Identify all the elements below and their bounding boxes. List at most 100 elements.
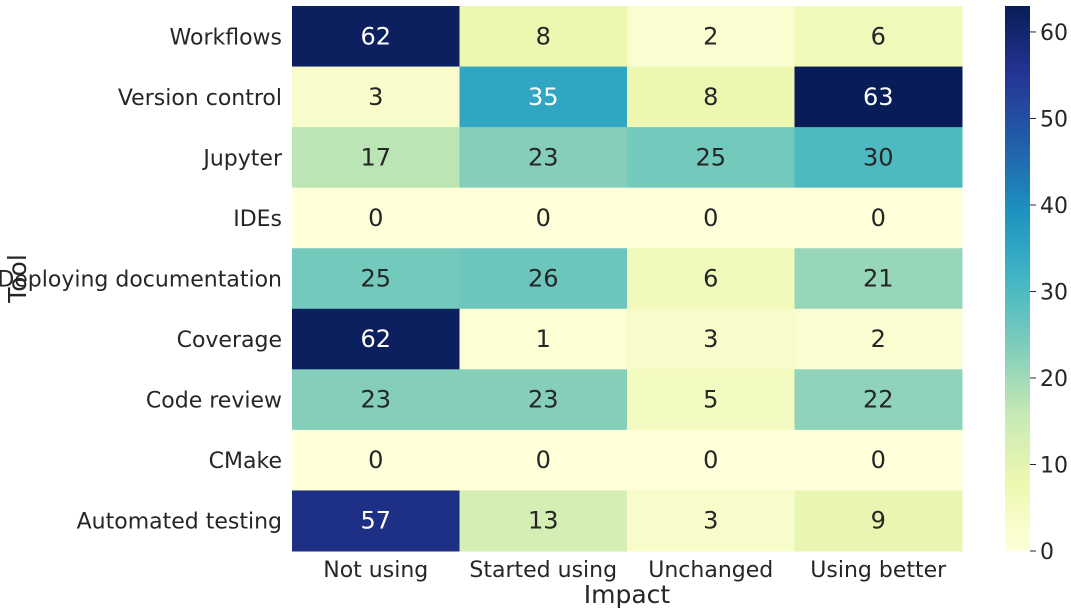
cell-value-label: 9 [871, 507, 886, 535]
cell-value-label: 0 [871, 446, 886, 474]
cell-value-label: 0 [368, 446, 383, 474]
row-label-jupyter: Jupyter [201, 146, 283, 171]
heatmap-cell [459, 187, 628, 249]
row-label-version-control: Version control [118, 86, 282, 111]
cell-value-label: 8 [703, 83, 718, 111]
cell-value-label: 26 [528, 265, 559, 293]
cell-value-label: 23 [360, 386, 391, 414]
heatmap-cell [627, 127, 795, 189]
heatmap-cell [459, 6, 628, 68]
cell-value-label: 13 [528, 507, 559, 535]
heatmap-cell [627, 66, 795, 128]
cell-value-label: 35 [528, 83, 559, 111]
row-label-automated-testing: Automated testing [77, 510, 282, 535]
heatmap-cell [292, 369, 460, 431]
x-axis-title: Impact [584, 580, 671, 609]
cell-value-label: 0 [368, 204, 383, 232]
cell-value-label: 62 [360, 22, 391, 50]
cell-value-label: 25 [360, 265, 391, 293]
heatmap-cell [794, 66, 963, 128]
cell-value-label: 30 [863, 143, 894, 171]
heatmap-cell [459, 429, 628, 491]
row-label-deploying-documentation: Deploying documentation [0, 268, 282, 293]
cell-value-label: 8 [536, 22, 551, 50]
cell-value-label: 17 [360, 143, 391, 171]
row-label-code-review: Code review [146, 389, 282, 414]
heatmap-cell [627, 308, 795, 370]
colorbar-tick-label: 40 [1040, 194, 1068, 219]
column-label-using-better: Using better [810, 558, 947, 583]
heatmap-cell [794, 308, 963, 370]
heatmap-cell [292, 490, 460, 552]
heatmap-cell [794, 248, 963, 310]
heatmap-cell [292, 66, 460, 128]
column-label-unchanged: Unchanged [648, 558, 773, 583]
heatmap-cell [292, 308, 460, 370]
cell-value-label: 5 [703, 386, 718, 414]
heatmap-cell [292, 6, 460, 68]
colorbar-tick-label: 30 [1040, 280, 1068, 305]
colorbar-tick-label: 60 [1040, 21, 1068, 46]
heatmap-cell [627, 369, 795, 431]
heatmap-cell [459, 490, 628, 552]
row-label-ides: IDEs [233, 207, 282, 232]
colorbar-tick-label: 0 [1040, 540, 1054, 565]
heatmap-cell [627, 248, 795, 310]
cell-value-label: 0 [703, 204, 718, 232]
row-label-coverage: Coverage [177, 328, 282, 353]
heatmap-cell [459, 308, 628, 370]
colorbar-tick-label: 50 [1040, 107, 1068, 132]
colorbar [1005, 6, 1030, 551]
column-label-not-using: Not using [323, 558, 428, 583]
heatmap-cell [459, 66, 628, 128]
heatmap-cell [794, 6, 963, 68]
cell-value-label: 2 [703, 22, 718, 50]
column-labels: Not using Started using Unchanged Using bet… [323, 558, 947, 583]
row-label-workflows: Workflows [170, 25, 282, 50]
heatmap-cell [794, 187, 963, 249]
cell-value-label: 3 [703, 325, 718, 353]
cell-value-label: 6 [703, 265, 718, 293]
cell-value-label: 23 [528, 386, 559, 414]
cell-value-label: 22 [863, 386, 894, 414]
heatmap-cell [459, 369, 628, 431]
cell-value-label: 21 [863, 265, 894, 293]
cell-value-label: 25 [695, 143, 726, 171]
cell-value-label: 62 [360, 325, 391, 353]
cell-value-label: 57 [360, 507, 391, 535]
heatmap-cell [292, 127, 460, 189]
colorbar-ticks: 0 10 20 30 40 50 60 [1030, 21, 1068, 565]
colorbar-tick-label: 20 [1040, 367, 1068, 392]
cell-value-label: 63 [863, 83, 894, 111]
heatmap-cell [794, 127, 963, 189]
cell-value-label: 0 [536, 204, 551, 232]
cell-value-label: 2 [871, 325, 886, 353]
row-label-cmake: CMake [209, 449, 282, 474]
heatmap-cell [627, 429, 795, 491]
cell-value-label: 3 [703, 507, 718, 535]
heatmap-cell [292, 187, 460, 249]
row-labels: Workflows Version control Jupyter IDEs Deplo… [0, 25, 283, 534]
heatmap-cell [627, 6, 795, 68]
heatmap-cell [794, 429, 963, 491]
heatmap-cell [794, 490, 963, 552]
heatmap-cell [627, 490, 795, 552]
cell-value-label: 6 [871, 22, 886, 50]
column-label-started-using: Started using [469, 558, 617, 583]
cell-value-label: 23 [528, 143, 559, 171]
cell-value-label: 0 [536, 446, 551, 474]
y-axis-title: Tool [3, 254, 32, 304]
heatmap-cell [627, 187, 795, 249]
heatmap-cell [292, 429, 460, 491]
colorbar-tick-label: 10 [1040, 453, 1068, 478]
cell-value-label: 0 [871, 204, 886, 232]
cell-value-label: 0 [703, 446, 718, 474]
cell-value-label: 1 [536, 325, 551, 353]
heatmap-cell [292, 248, 460, 310]
heatmap-cell [459, 127, 628, 189]
heatmap-cell [794, 369, 963, 431]
cell-value-label: 3 [368, 83, 383, 111]
heatmap-cell [459, 248, 628, 310]
